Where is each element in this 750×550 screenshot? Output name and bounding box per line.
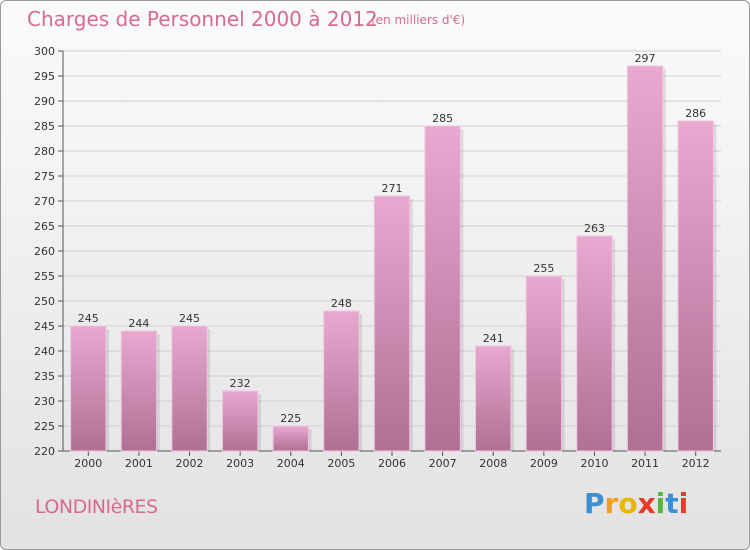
y-tick-label: 295 (34, 70, 55, 83)
data-label: 255 (533, 262, 554, 275)
x-tick-label: 2007 (429, 457, 457, 470)
data-label: 245 (78, 312, 99, 325)
x-tick-label: 2008 (479, 457, 507, 470)
x-tick-label: 2003 (226, 457, 254, 470)
bar (576, 235, 613, 452)
y-tick-label: 220 (34, 445, 55, 458)
y-tick-label: 265 (34, 220, 55, 233)
y-tick-label: 240 (34, 345, 55, 358)
x-tick-label: 2010 (580, 457, 608, 470)
commune-name: LONDINIèRES (35, 496, 158, 518)
bar (475, 345, 512, 452)
bar (677, 120, 714, 452)
x-tick-label: 2002 (176, 457, 204, 470)
logo-letter: r (604, 487, 619, 520)
bar (373, 195, 411, 452)
data-label: 286 (685, 107, 706, 120)
bar (323, 310, 360, 452)
bar (120, 330, 158, 452)
logo-letter: P (584, 487, 605, 520)
y-tick-label: 290 (34, 95, 55, 108)
data-label: 244 (128, 317, 149, 330)
bars (70, 65, 717, 452)
bar (424, 125, 461, 452)
bar (525, 275, 563, 452)
y-tick-label: 255 (34, 270, 55, 283)
chart-subtitle: (en milliers d'€) (371, 13, 466, 27)
y-tick-label: 245 (34, 320, 55, 333)
data-label: 232 (230, 377, 251, 390)
y-tick-label: 280 (34, 145, 55, 158)
x-tick-label: 2000 (74, 457, 102, 470)
y-tick-label: 270 (34, 195, 55, 208)
x-tick-label: 2006 (378, 457, 406, 470)
y-tick-label: 300 (34, 45, 55, 58)
y-tick-label: 285 (34, 120, 55, 133)
y-tick-label: 235 (34, 370, 55, 383)
y-tick-label: 230 (34, 395, 55, 408)
x-tick-label: 2012 (682, 457, 710, 470)
x-tick-label: 2009 (530, 457, 558, 470)
y-tick-label: 275 (34, 170, 55, 183)
x-tick-label: 2005 (327, 457, 355, 470)
bar (272, 425, 309, 452)
data-label: 248 (331, 297, 352, 310)
logo-letter: i (655, 487, 666, 520)
data-label: 297 (635, 52, 656, 65)
bar (171, 325, 208, 452)
proxiti-logo[interactable]: Proxiti (584, 487, 688, 521)
data-label: 271 (382, 182, 403, 195)
x-tick-label: 2011 (631, 457, 659, 470)
data-label: 241 (483, 332, 504, 345)
logo-letter: o (618, 487, 638, 520)
y-tick-label: 225 (34, 420, 55, 433)
x-tick-label: 2004 (277, 457, 305, 470)
logo-letter: x (637, 487, 656, 520)
bar (626, 65, 664, 452)
x-tick-label: 2001 (125, 457, 153, 470)
bar (70, 325, 107, 452)
data-label: 285 (432, 112, 453, 125)
logo-letter: t (665, 487, 679, 520)
data-labels: 245 244 245 232 225 248 271 285 241 255 263 297 286 (78, 52, 706, 425)
bar (221, 390, 259, 452)
logo-letter: i (678, 487, 689, 520)
data-label: 245 (179, 312, 200, 325)
data-label: 225 (280, 412, 301, 425)
y-tick-label: 260 (34, 245, 55, 258)
chart-title: Charges de Personnel 2000 à 2012 (27, 7, 378, 31)
data-label: 263 (584, 222, 605, 235)
y-tick-label: 250 (34, 295, 55, 308)
